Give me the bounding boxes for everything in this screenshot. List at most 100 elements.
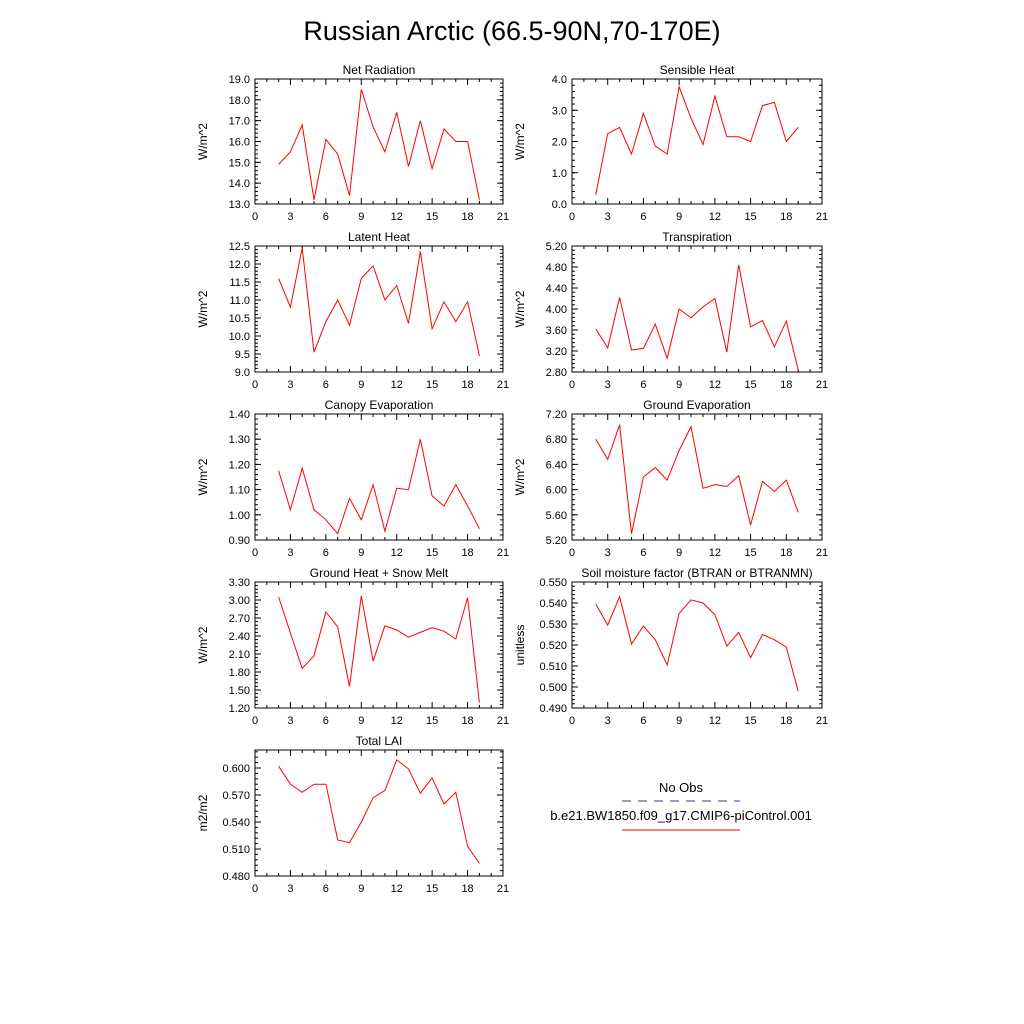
y-tick-label: 0.540 [539, 598, 567, 610]
plot-frame [254, 749, 504, 877]
x-tick-label: 0 [569, 715, 575, 727]
y-tick-label: 6.80 [546, 434, 567, 446]
y-tick-label: 5.20 [546, 535, 567, 547]
y-tick-label: 1.50 [229, 685, 250, 697]
x-tick-label: 0 [252, 379, 258, 391]
panel-soil-moisture-factor-btran-or-btranmn: Soil moisture factor (BTRAN or BTRANMN) 0… [513, 566, 828, 727]
y-tick-label: 4.0 [552, 74, 567, 86]
y-tick-label: 4.00 [546, 304, 567, 316]
y-tick-label: 0.530 [539, 619, 567, 631]
y-tick-label: 0.540 [222, 817, 250, 829]
y-tick-label: 0.600 [222, 763, 250, 775]
y-axis-label: W/m^2 [196, 290, 210, 327]
x-tick-label: 9 [358, 379, 364, 391]
x-tick-label: 9 [676, 547, 682, 559]
x-tick-label: 12 [391, 715, 403, 727]
x-tick-label: 9 [358, 715, 364, 727]
x-tick-label: 9 [358, 547, 364, 559]
plot-frame [571, 413, 823, 541]
y-tick-label: 9.0 [235, 367, 250, 379]
x-tick-label: 3 [605, 715, 611, 727]
x-tick-label: 12 [709, 379, 721, 391]
panel-title: Net Radiation [343, 63, 416, 77]
x-tick-label: 0 [569, 379, 575, 391]
x-tick-label: 6 [640, 715, 646, 727]
series-line [595, 264, 799, 371]
x-tick-label: 9 [676, 715, 682, 727]
y-tick-label: 1.20 [229, 703, 250, 715]
x-tick-label: 12 [391, 547, 403, 559]
series-line [595, 595, 799, 692]
panel-title: Soil moisture factor (BTRAN or BTRANMN) [581, 566, 812, 580]
y-tick-label: 1.40 [229, 409, 250, 421]
panel-net-radiation: Net Radiation 0 3 6 9 12 15 18 21 13.0 14.0 15.0 16.… [196, 63, 509, 223]
x-tick-label: 9 [358, 211, 364, 223]
panel-ground-evaporation: Ground Evaporation 0 3 6 9 12 15 18 21 5.20 5.60 6.… [513, 398, 828, 559]
series-line [278, 595, 480, 703]
x-tick-label: 18 [461, 715, 473, 727]
y-axis-label: W/m^2 [196, 458, 210, 495]
x-tick-label: 3 [605, 547, 611, 559]
y-tick-label: 0.510 [539, 661, 567, 673]
y-tick-label: 11.5 [229, 277, 250, 289]
plot-frame [254, 245, 504, 373]
y-tick-label: 5.20 [546, 241, 567, 253]
x-tick-label: 3 [287, 547, 293, 559]
panel-title: Sensible Heat [660, 63, 735, 77]
y-tick-label: 1.00 [229, 510, 250, 522]
y-tick-label: 0.490 [539, 703, 567, 715]
y-tick-label: 1.0 [552, 168, 567, 180]
legend-obs-label: No Obs [659, 780, 704, 795]
x-tick-label: 3 [287, 379, 293, 391]
panel-title: Transpiration [662, 230, 732, 244]
y-tick-label: 14.0 [229, 178, 250, 190]
x-tick-label: 3 [605, 211, 611, 223]
x-tick-label: 3 [287, 883, 293, 895]
y-axis-label: unitless [513, 625, 527, 666]
x-tick-label: 6 [640, 211, 646, 223]
x-tick-label: 21 [816, 211, 828, 223]
x-tick-label: 6 [323, 379, 329, 391]
y-tick-label: 2.10 [229, 649, 250, 661]
y-tick-label: 0.550 [539, 577, 567, 589]
x-tick-label: 12 [391, 883, 403, 895]
y-tick-label: 1.10 [229, 485, 250, 497]
x-tick-label: 18 [461, 211, 473, 223]
x-tick-label: 15 [426, 715, 438, 727]
y-axis-label: W/m^2 [513, 458, 527, 495]
x-tick-label: 18 [780, 379, 792, 391]
x-tick-label: 6 [323, 547, 329, 559]
x-tick-label: 21 [497, 883, 509, 895]
x-tick-label: 3 [605, 379, 611, 391]
y-tick-label: 3.20 [546, 346, 567, 358]
series-line [595, 424, 799, 534]
x-tick-label: 12 [709, 715, 721, 727]
panel-latent-heat: Latent Heat 0 3 6 9 12 15 18 21 9.0 9.5 10.0 10.5 11.… [196, 230, 509, 391]
y-tick-label: 10.0 [229, 331, 250, 343]
x-tick-label: 0 [252, 883, 258, 895]
x-tick-label: 18 [780, 547, 792, 559]
x-tick-label: 21 [816, 379, 828, 391]
x-tick-label: 15 [426, 379, 438, 391]
x-tick-label: 6 [323, 883, 329, 895]
x-tick-label: 3 [287, 211, 293, 223]
x-tick-label: 18 [461, 547, 473, 559]
panel-title: Total LAI [356, 734, 403, 748]
y-axis-label: W/m^2 [513, 290, 527, 327]
y-tick-label: 1.80 [229, 667, 250, 679]
panel-title: Latent Heat [348, 230, 411, 244]
x-tick-label: 12 [709, 547, 721, 559]
y-tick-label: 9.5 [235, 349, 250, 361]
x-tick-label: 0 [252, 547, 258, 559]
x-tick-label: 12 [709, 211, 721, 223]
x-tick-label: 6 [640, 379, 646, 391]
x-tick-label: 18 [780, 715, 792, 727]
y-tick-label: 12.5 [229, 241, 250, 253]
x-tick-label: 9 [676, 379, 682, 391]
y-tick-label: 3.60 [546, 325, 567, 337]
y-tick-label: 19.0 [229, 74, 250, 86]
y-axis-label: W/m^2 [196, 626, 210, 663]
y-tick-label: 0.500 [539, 682, 567, 694]
plot-frame [254, 413, 504, 541]
